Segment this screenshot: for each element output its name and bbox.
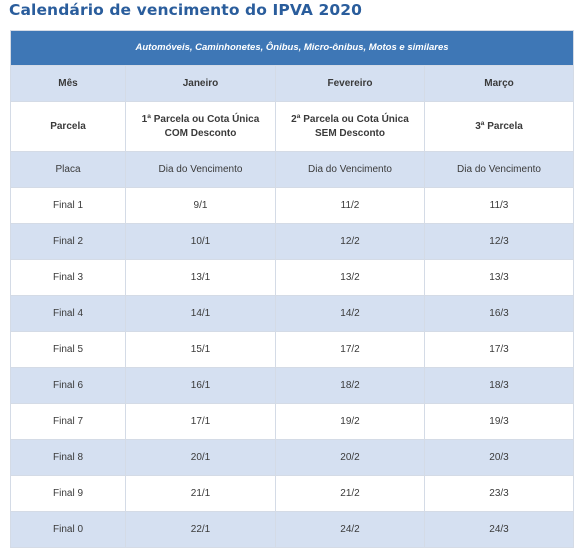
due-date-cell: 20/1 [125,439,276,476]
due-date-cell: 10/1 [125,223,276,260]
header-cell: Parcela [10,101,126,152]
category-label: Automóveis, Caminhonetes, Ônibus, Micro-… [9,30,575,66]
due-date-cell: 12/2 [275,223,425,260]
header-cell: Placa [10,151,126,188]
table-row: Final 1 9/1 11/2 11/3 [10,187,575,224]
header-cell: Dia do Vencimento [275,151,425,188]
header-line: 1ª Parcela ou Cota Única [141,113,260,125]
due-date-cell: 19/2 [275,403,425,440]
header-cell: Mês [10,65,126,102]
due-date-cell: 22/1 [125,511,276,548]
header-cell: 2ª Parcela ou Cota Única SEM Desconto [275,101,425,152]
due-date-cell: 21/2 [275,475,425,512]
due-date-cell: 16/1 [125,367,276,404]
due-date-cell: 21/1 [125,475,276,512]
header-cell: Março [423,65,575,102]
installment-header-row: Parcela 1ª Parcela ou Cota Única COM Desc… [10,101,575,152]
plate-final-cell: Final 6 [10,367,126,404]
header-cell: Dia do Vencimento [125,151,276,188]
header-cell: Fevereiro [275,65,425,102]
due-date-cell: 23/3 [423,475,575,512]
header-cell: Dia do Vencimento [423,151,575,188]
due-date-cell: 16/3 [423,295,575,332]
due-date-cell: 15/1 [125,331,276,368]
due-date-cell: 18/3 [423,367,575,404]
due-date-cell: 11/2 [275,187,425,224]
header-line: Parcela [50,120,86,132]
plate-final-cell: Final 8 [10,439,126,476]
plate-header-row: Placa Dia do Vencimento Dia do Venciment… [10,151,575,188]
plate-final-cell: Final 0 [10,511,126,548]
due-date-cell: 11/3 [423,187,575,224]
header-line: 3ª Parcela [475,120,523,132]
due-date-cell: 17/2 [275,331,425,368]
header-line: 2ª Parcela ou Cota Única [291,113,409,125]
due-date-cell: 20/3 [423,439,575,476]
plate-final-cell: Final 5 [10,331,126,368]
due-date-cell: 17/1 [125,403,276,440]
header-cell: 1ª Parcela ou Cota Única COM Desconto [125,101,276,152]
due-date-cell: 13/2 [275,259,425,296]
table-row: Final 5 15/1 17/2 17/3 [10,331,575,368]
plate-final-cell: Final 9 [10,475,126,512]
page-title: Calendário de vencimento do IPVA 2020 [9,1,363,19]
due-date-cell: 14/2 [275,295,425,332]
plate-final-cell: Final 1 [10,187,126,224]
header-cell: 3ª Parcela [423,101,575,152]
table-row: Final 7 17/1 19/2 19/3 [10,403,575,440]
header-line: SEM Desconto [314,127,385,139]
table-row: Final 0 22/1 24/2 24/3 [10,511,575,548]
due-date-cell: 13/1 [125,259,276,296]
table-row: Final 8 20/1 20/2 20/3 [10,439,575,476]
due-date-cell: 9/1 [125,187,276,224]
table-row: Final 9 21/1 21/2 23/3 [10,475,575,512]
plate-final-cell: Final 4 [10,295,126,332]
table-row: Final 6 16/1 18/2 18/3 [10,367,575,404]
ipva-calendar-table: Automóveis, Caminhonetes, Ônibus, Micro-… [9,30,575,548]
table-body: Automóveis, Caminhonetes, Ônibus, Micro-… [9,30,575,548]
table-row: Final 3 13/1 13/2 13/3 [10,259,575,296]
due-date-cell: 13/3 [423,259,575,296]
due-date-cell: 17/3 [423,331,575,368]
header-line: COM Desconto [164,127,237,139]
due-date-cell: 14/1 [125,295,276,332]
due-date-cell: 12/3 [423,223,575,260]
category-row: Automóveis, Caminhonetes, Ônibus, Micro-… [9,30,575,66]
due-date-cell: 18/2 [275,367,425,404]
due-date-cell: 24/2 [275,511,425,548]
table-row: Final 4 14/1 14/2 16/3 [10,295,575,332]
header-cell: Janeiro [125,65,276,102]
plate-final-cell: Final 3 [10,259,126,296]
due-date-cell: 19/3 [423,403,575,440]
due-date-cell: 20/2 [275,439,425,476]
month-header-row: Mês Janeiro Fevereiro Março [10,65,575,102]
plate-final-cell: Final 2 [10,223,126,260]
plate-final-cell: Final 7 [10,403,126,440]
table-row: Final 2 10/1 12/2 12/3 [10,223,575,260]
due-date-cell: 24/3 [423,511,575,548]
